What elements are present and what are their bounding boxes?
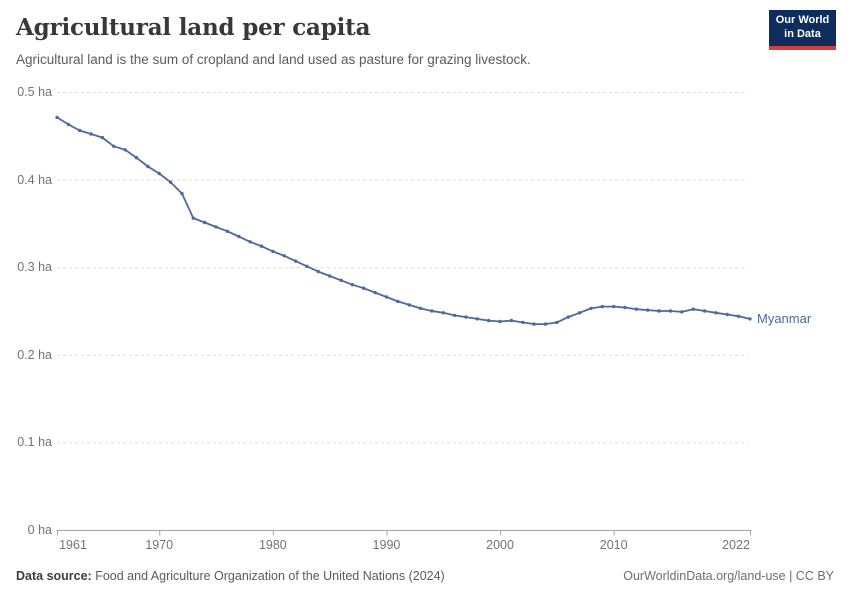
data-point — [157, 171, 161, 176]
data-point — [498, 319, 502, 324]
data-point — [702, 309, 707, 313]
data-source-note: Data source: Food and Agriculture Organi… — [16, 569, 445, 583]
data-point — [612, 304, 616, 309]
data-point — [418, 306, 423, 311]
data-point — [293, 259, 298, 263]
data-point — [350, 283, 355, 287]
data-point — [748, 317, 752, 321]
data-point — [259, 244, 264, 248]
data-point — [714, 311, 718, 315]
data-point — [339, 278, 343, 282]
data-point — [146, 164, 150, 169]
series-line-myanmar — [56, 116, 751, 326]
data-source-text: Food and Agriculture Organization of the… — [91, 569, 445, 583]
data-point — [271, 249, 275, 254]
data-point — [66, 122, 71, 127]
data-point — [123, 148, 127, 152]
owid-logo-line1: Our World — [775, 14, 830, 27]
page-title: Agricultural land per capita — [16, 14, 371, 41]
data-point — [362, 286, 366, 290]
owid-logo[interactable]: Our World in Data — [769, 10, 836, 50]
data-point — [305, 264, 309, 268]
data-point — [509, 318, 514, 323]
chart-footer: Data source: Food and Agriculture Organi… — [16, 569, 834, 583]
x-tick-label: 1970 — [145, 538, 174, 552]
data-point — [725, 312, 729, 317]
data-point — [600, 304, 604, 309]
data-point — [100, 135, 105, 140]
x-tick-label: 1980 — [258, 538, 287, 552]
data-point — [407, 303, 411, 307]
data-point — [464, 315, 468, 319]
data-point — [180, 191, 184, 196]
data-point — [623, 305, 627, 310]
data-point — [566, 315, 570, 319]
data-point — [532, 322, 536, 326]
data-point — [646, 308, 650, 312]
data-point — [373, 290, 377, 295]
data-point — [248, 240, 252, 244]
data-point — [589, 306, 593, 311]
y-tick-label: 0.1 ha — [17, 435, 52, 450]
data-point — [680, 310, 684, 314]
data-point — [316, 269, 320, 274]
data-point — [328, 274, 332, 278]
data-point — [89, 132, 93, 136]
data-point — [384, 295, 389, 299]
data-point — [577, 311, 582, 315]
y-tick-label: 0.2 ha — [17, 347, 52, 362]
data-point — [430, 309, 434, 313]
x-tick-label: 2000 — [486, 538, 514, 552]
data-source-label: Data source: — [16, 569, 92, 583]
data-point — [237, 234, 241, 239]
y-tick-label: 0 ha — [27, 523, 52, 537]
data-point — [396, 299, 400, 304]
data-point — [634, 307, 639, 311]
y-tick-label: 0.5 ha — [17, 85, 52, 99]
data-point — [487, 318, 491, 323]
data-point — [441, 311, 445, 315]
data-point — [452, 313, 457, 318]
data-point — [668, 309, 673, 313]
x-tick-label: 2010 — [599, 538, 628, 552]
data-point — [191, 216, 195, 220]
data-point — [691, 307, 695, 311]
x-tick-label: 1990 — [372, 538, 401, 552]
data-point — [475, 317, 479, 321]
license-link[interactable]: OurWorldinData.org/land-use | CC BY — [623, 569, 834, 583]
chart-subtitle: Agricultural land is the sum of cropland… — [16, 52, 531, 67]
data-point — [736, 314, 741, 318]
owid-logo-line2: in Data — [784, 28, 821, 40]
x-tick-label: 2022 — [722, 538, 750, 552]
data-point — [112, 144, 116, 148]
y-tick-label: 0.4 ha — [17, 172, 52, 187]
data-point — [214, 225, 218, 229]
data-point — [203, 220, 207, 225]
data-point — [78, 128, 82, 133]
data-point — [282, 254, 286, 258]
x-tick-label: 1961 — [59, 538, 87, 552]
data-point — [55, 115, 59, 120]
y-tick-label: 0.3 ha — [17, 260, 52, 275]
data-point — [521, 320, 525, 325]
data-point — [168, 180, 173, 184]
data-point — [225, 229, 230, 233]
plot-area — [55, 92, 752, 536]
data-point — [657, 309, 661, 313]
data-point — [543, 322, 548, 326]
data-point — [134, 156, 139, 160]
series-label-myanmar: Myanmar — [757, 310, 812, 326]
data-point — [555, 320, 559, 325]
